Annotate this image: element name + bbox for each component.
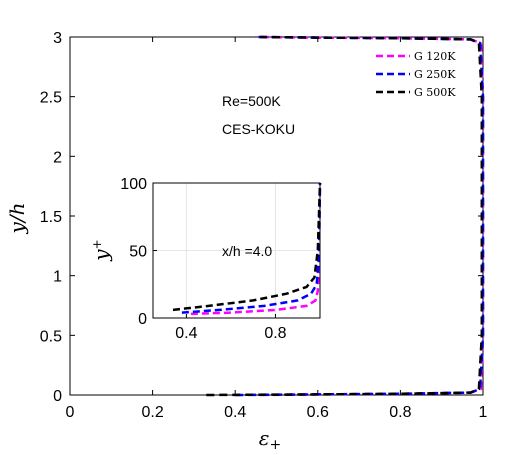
x-tick-label: 0.4: [224, 404, 246, 421]
legend-label-g120k: G 120K: [414, 50, 456, 63]
y-tick-label: 0: [53, 388, 62, 405]
x-axis-label: ε+: [259, 426, 281, 453]
annotation-ces-koku: CES-KOKU: [222, 121, 295, 137]
inset-y-axis-label: y+: [89, 239, 113, 261]
x-tick-label: 0: [66, 404, 75, 421]
y-axis-label: y/h: [5, 203, 29, 235]
inset-x-tick-label: 0.8: [264, 325, 286, 342]
y-tick-label: 2: [53, 149, 62, 166]
inset-y-tick-label: 50: [129, 244, 147, 261]
annotation-re: Re=500K: [222, 93, 281, 109]
legend-label-g500k: G 500K: [414, 86, 456, 99]
x-axis-label-subscript: +: [270, 437, 282, 453]
y-tick-label: 3: [53, 30, 62, 47]
legend-label-g250k: G 250K: [414, 68, 456, 81]
y-tick-label: 2.5: [40, 90, 62, 107]
inset-series-line-g250k: [181, 182, 322, 314]
inset-y-tick-label: 0: [138, 311, 147, 328]
inset-series-line-g500k: [172, 182, 322, 312]
inset-annotation: x/h =4.0: [222, 243, 272, 259]
x-tick-label: 1: [479, 404, 488, 421]
y-tick-label: 1: [53, 269, 62, 286]
legend: G 120K G 250K G 500K: [376, 50, 456, 99]
y-tick-label: 0.5: [40, 328, 62, 345]
y-tick-label: 1.5: [40, 209, 62, 226]
x-tick-label: 0.2: [141, 404, 163, 421]
inset-ticks-group: 0.4 0.8 0 50 100: [120, 176, 286, 342]
inset-y-axis-label-superscript: +: [90, 239, 104, 249]
inset-series-group: [172, 182, 322, 316]
inset-x-tick-label: 0.4: [175, 325, 197, 342]
inset-y-tick-label: 100: [120, 176, 147, 193]
x-tick-label: 0.8: [389, 404, 411, 421]
x-tick-label: 0.6: [307, 404, 329, 421]
main-ticks-group: 0 0.2 0.4 0.6 0.8 1 0 0.5 1 1.5 2 2.5 3: [40, 30, 488, 421]
